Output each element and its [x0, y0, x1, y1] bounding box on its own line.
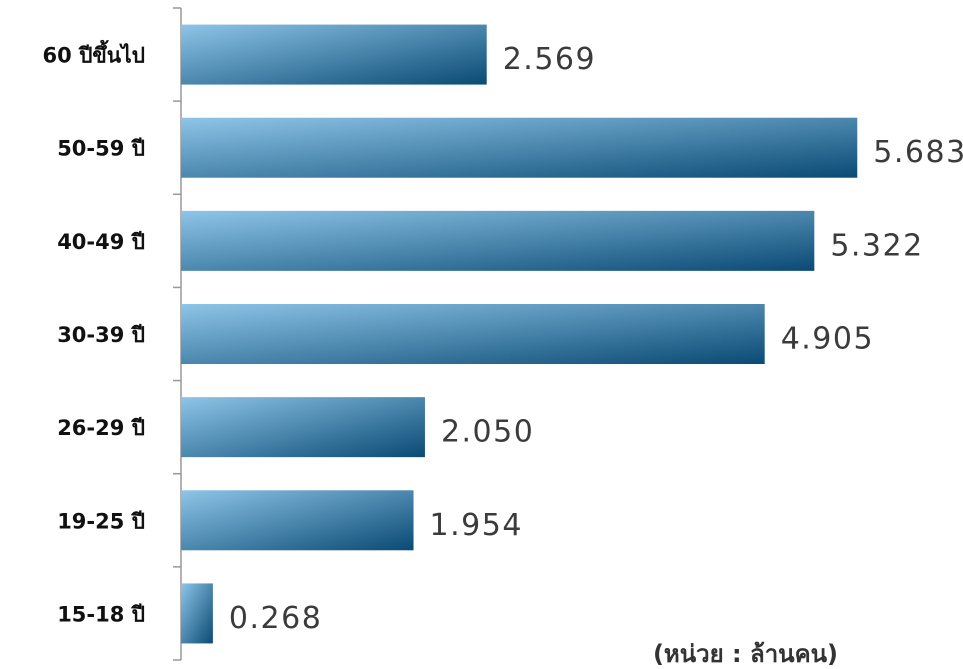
category-label: 15-18 ปี [57, 602, 145, 626]
value-label: 1.954 [430, 508, 523, 543]
bar [181, 490, 414, 551]
bar [181, 24, 487, 85]
category-label: 30-39 ปี [57, 323, 145, 347]
category-label: 50-59 ปี [57, 137, 145, 161]
value-label: 5.322 [830, 228, 923, 263]
bar [181, 583, 213, 644]
bar [181, 117, 858, 178]
bar [181, 304, 765, 364]
bar [181, 397, 425, 458]
value-label: 2.050 [441, 415, 534, 450]
category-label: 40-49 ปี [57, 230, 145, 254]
value-label: 2.569 [503, 42, 596, 77]
unit-note: (หน่วย : ล้านคน) [653, 640, 838, 668]
value-label: 5.683 [873, 135, 963, 170]
value-label: 4.905 [781, 322, 874, 357]
category-label: 60 ปีขึ้นไป [43, 40, 145, 68]
value-label: 0.268 [229, 601, 322, 636]
category-label: 19-25 ปี [57, 509, 145, 533]
bar [181, 210, 815, 271]
category-label: 26-29 ปี [57, 416, 145, 440]
